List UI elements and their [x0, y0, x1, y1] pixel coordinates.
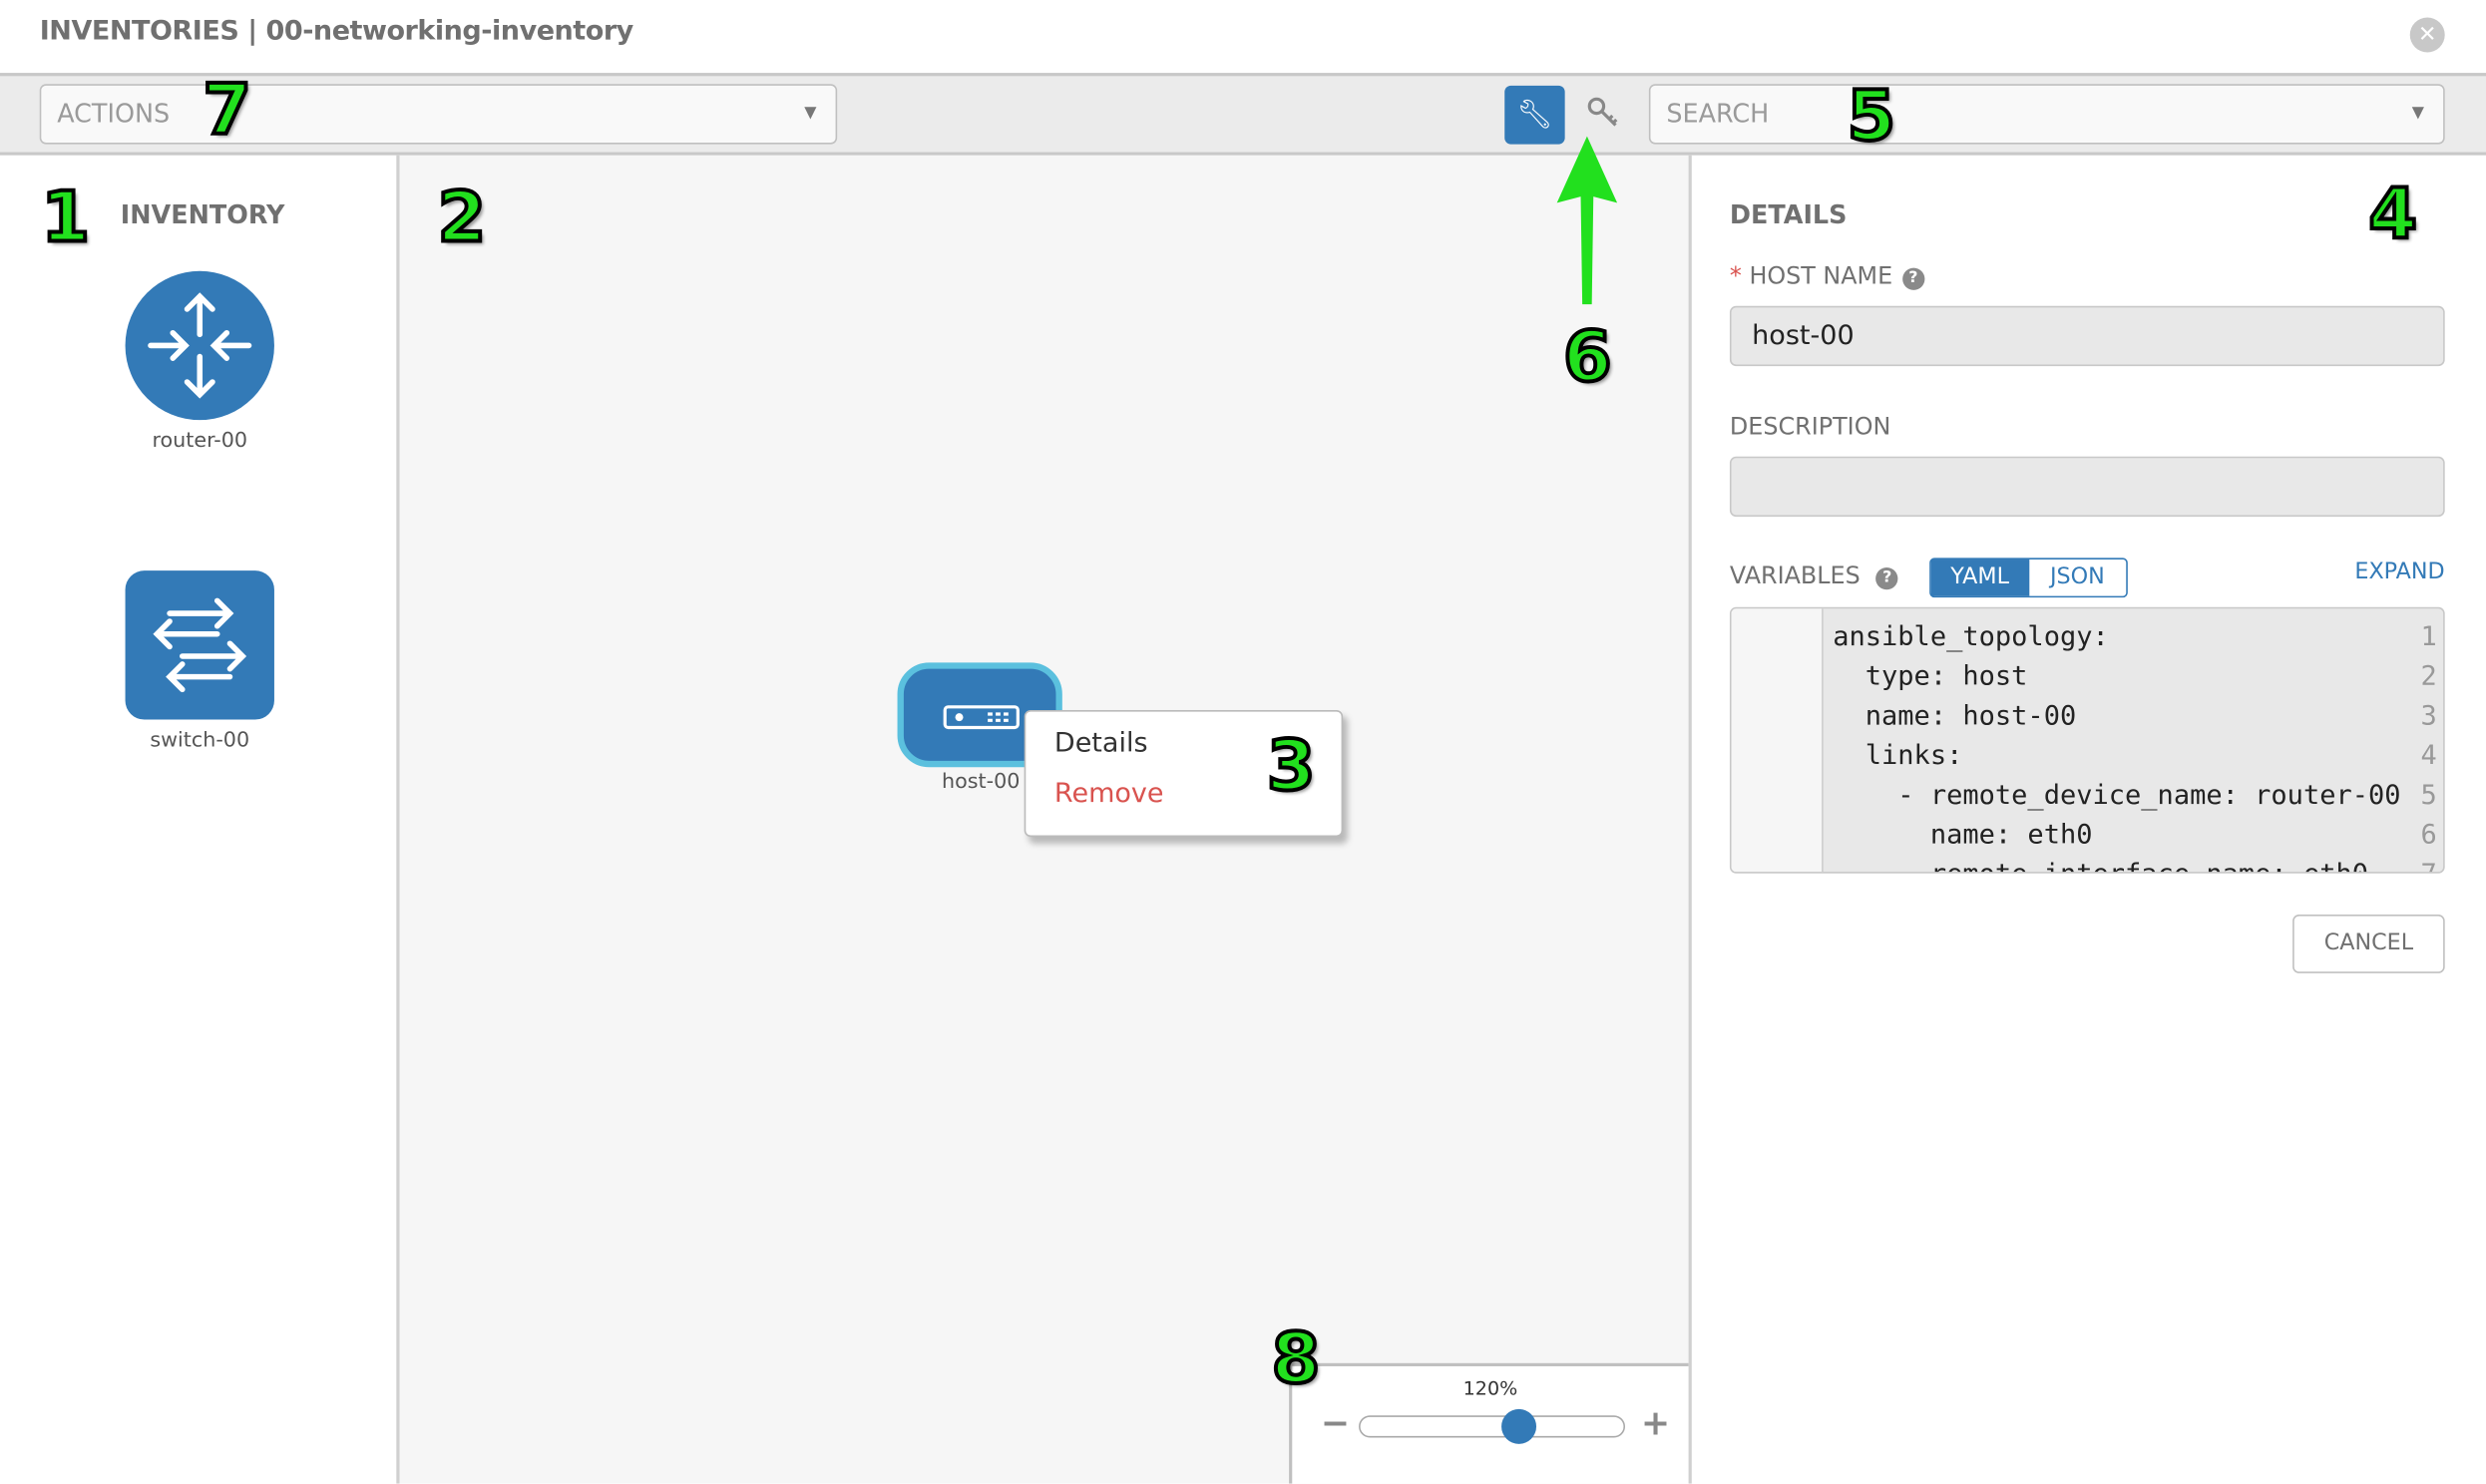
line-number: 5	[2420, 779, 2437, 812]
variables-label: VARIABLES	[1729, 560, 1861, 590]
code-line: name: eth0	[1833, 819, 2093, 852]
host-label: host-00	[942, 770, 1021, 795]
line-number: 2	[2420, 660, 2437, 693]
annotation-5: 5	[1846, 76, 1898, 158]
code-line: remote_interface_name: eth0	[1833, 856, 2368, 872]
line-number: 4	[2420, 740, 2437, 772]
close-icon[interactable]: ✕	[2409, 17, 2445, 53]
annotation-6: 6	[1561, 316, 1614, 398]
annotation-1: 1	[39, 178, 92, 259]
menu-item-details[interactable]: Details	[1053, 727, 1148, 760]
wrench-icon[interactable]: 🔧︎	[1504, 85, 1565, 145]
yaml-toggle[interactable]: YAML	[1930, 559, 2029, 596]
switch-icon[interactable]	[125, 570, 274, 720]
router-label: router-00	[152, 429, 248, 454]
switch-label: switch-00	[150, 729, 250, 753]
annotation-7: 7	[201, 69, 253, 151]
context-menu: Details Remove	[1024, 710, 1344, 838]
json-toggle[interactable]: JSON	[2049, 563, 2105, 590]
format-toggle: YAML JSON	[1929, 557, 2128, 598]
inventory-title: INVENTORY	[120, 199, 285, 230]
zoom-slider-handle[interactable]	[1500, 1408, 1536, 1444]
router-icon[interactable]	[125, 270, 274, 421]
help-icon[interactable]: ?	[1901, 267, 1924, 290]
line-number: 6	[2420, 819, 2437, 852]
search-dropdown[interactable]: SEARCH ▼	[1648, 84, 2445, 145]
zoom-widget: 120% − +	[1289, 1362, 1689, 1484]
cancel-button[interactable]: CANCEL	[2292, 915, 2445, 973]
annotation-2: 2	[436, 178, 489, 259]
line-number: 7	[2373, 856, 2436, 872]
actions-placeholder: ACTIONS	[57, 98, 171, 129]
code-line: - remote_device_name: router-00	[1833, 779, 2401, 812]
description-label: DESCRIPTION	[1729, 412, 1891, 441]
host-name-label: HOST NAME	[1749, 261, 1893, 290]
annotation-arrow-icon	[1556, 136, 1618, 305]
required-mark: *	[1729, 261, 1742, 290]
line-number: 1	[2420, 621, 2437, 653]
annotation-3: 3	[1265, 725, 1318, 807]
actions-dropdown[interactable]: ACTIONS ▼	[39, 84, 838, 145]
annotation-4: 4	[2366, 174, 2419, 255]
code-line: ansible_topology:	[1833, 621, 2109, 653]
zoom-in-button[interactable]: +	[1640, 1404, 1671, 1444]
zoom-level: 120%	[1462, 1377, 1518, 1400]
menu-item-remove[interactable]: Remove	[1053, 778, 1164, 811]
description-input[interactable]	[1729, 456, 2445, 518]
expand-link[interactable]: EXPAND	[2354, 559, 2445, 585]
chevron-down-icon: ▼	[2411, 104, 2425, 123]
annotation-8: 8	[1270, 1318, 1323, 1400]
code-line: name: host-00	[1833, 700, 2077, 733]
host-icon	[943, 705, 1020, 730]
line-number: 3	[2420, 700, 2437, 733]
line-gutter	[1731, 608, 1824, 873]
search-placeholder: SEARCH	[1666, 98, 1770, 129]
help-icon[interactable]: ?	[1875, 566, 1898, 590]
chevron-down-icon: ▼	[804, 104, 817, 123]
page-title: INVENTORIES | 00-networking-inventory	[39, 15, 634, 48]
host-name-input[interactable]: host-00	[1729, 305, 2445, 367]
zoom-out-button[interactable]: −	[1320, 1404, 1351, 1444]
variables-editor[interactable]: 1 ansible_topology: 2 type: host 3 name: ho…	[1729, 606, 2445, 874]
details-title: DETAILS	[1729, 199, 1848, 230]
code-line: links:	[1833, 740, 1963, 772]
zoom-slider[interactable]	[1359, 1408, 1626, 1444]
key-icon[interactable]	[1584, 95, 1622, 133]
code-line: type: host	[1833, 660, 2028, 693]
